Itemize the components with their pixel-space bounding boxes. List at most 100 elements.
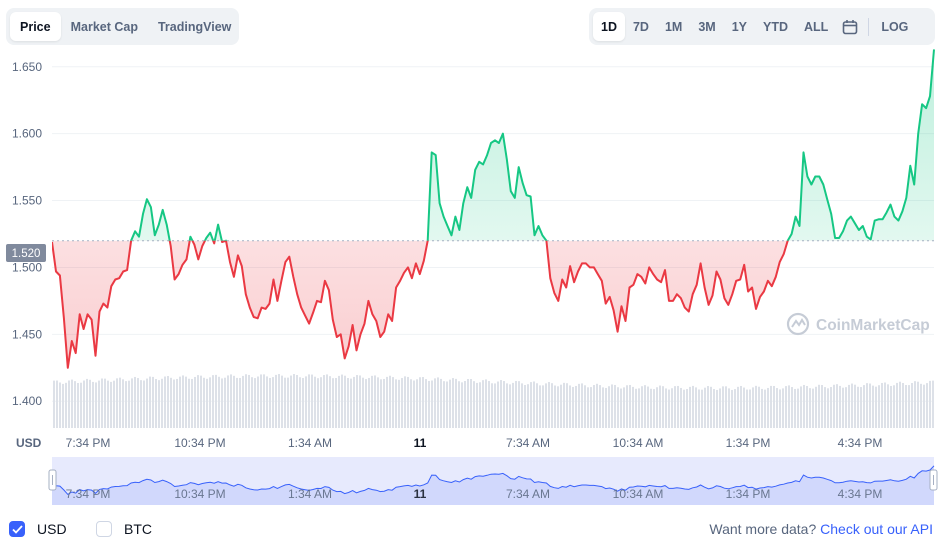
- volume-bars: [53, 374, 934, 428]
- navigator-tick-label: 1:34 AM: [288, 487, 332, 501]
- volume-bar: [893, 385, 895, 428]
- api-promo-text: Want more data?: [709, 521, 817, 537]
- volume-bar: [584, 385, 586, 428]
- volume-bar: [725, 386, 727, 428]
- watermark-text: CoinMarketCap: [816, 317, 930, 334]
- volume-bar: [386, 376, 388, 428]
- volume-bar: [380, 379, 382, 428]
- volume-bar: [107, 380, 109, 428]
- log-toggle[interactable]: LOG: [881, 19, 909, 34]
- range-1y[interactable]: 1Y: [731, 19, 748, 34]
- volume-bar: [665, 388, 667, 428]
- usd-checkbox-box[interactable]: [9, 521, 25, 537]
- volume-bar: [797, 388, 799, 428]
- x-tick-label: 4:34 PM: [838, 436, 883, 450]
- volume-bar: [110, 381, 112, 428]
- volume-bar: [362, 377, 364, 428]
- volume-bar: [749, 389, 751, 428]
- btc-checkbox-box[interactable]: [96, 521, 112, 537]
- volume-bar: [200, 375, 202, 428]
- volume-bar: [77, 383, 79, 428]
- volume-bar: [101, 378, 103, 428]
- volume-bar: [275, 374, 277, 428]
- btc-checkbox[interactable]: BTC: [96, 521, 152, 537]
- volume-bar: [740, 385, 742, 428]
- volume-bar: [830, 387, 832, 428]
- volume-bar: [716, 389, 718, 428]
- range-3m[interactable]: 3M: [698, 19, 716, 34]
- volume-bar: [536, 383, 538, 428]
- volume-bar: [206, 378, 208, 428]
- volume-bar: [155, 379, 157, 428]
- volume-bar: [731, 389, 733, 428]
- navigator-tick-label: 7:34 AM: [506, 487, 550, 501]
- volume-bar: [659, 385, 661, 428]
- range-1m[interactable]: 1M: [664, 19, 683, 34]
- volume-bar: [467, 379, 469, 428]
- volume-bar: [773, 385, 775, 428]
- tab-tradingview[interactable]: TradingView: [157, 19, 232, 34]
- volume-bar: [56, 380, 58, 428]
- volume-bar: [377, 377, 379, 428]
- volume-bar: [890, 385, 892, 428]
- volume-bar: [680, 387, 682, 428]
- price-chart[interactable]: 1.650 1.600 1.550 1.500 1.450 1.400 1.520 Coi…: [0, 0, 941, 512]
- volume-bar: [761, 388, 763, 428]
- volume-bar: [623, 387, 625, 428]
- volume-bar: [587, 387, 589, 428]
- api-link[interactable]: Check out our API: [820, 521, 933, 537]
- volume-bar: [677, 385, 679, 428]
- volume-bar: [545, 383, 547, 428]
- range-7d[interactable]: 7D: [632, 19, 649, 34]
- calendar-button[interactable]: [836, 12, 864, 41]
- volume-bar: [344, 375, 346, 428]
- volume-bar: [629, 384, 631, 428]
- volume-bar: [230, 374, 232, 428]
- navigator-tick-label: 1:34 PM: [726, 487, 771, 501]
- range-navigator[interactable]: 7:34 PM 10:34 PM 1:34 AM 11 7:34 AM 10:34 AM 1…: [48, 457, 938, 505]
- volume-bar: [842, 387, 844, 428]
- volume-bar: [899, 381, 901, 428]
- volume-bar: [323, 375, 325, 428]
- volume-bar: [569, 385, 571, 428]
- range-all[interactable]: ALL: [804, 19, 829, 34]
- volume-bar: [251, 377, 253, 428]
- volume-bar: [431, 380, 433, 428]
- volume-bar: [827, 388, 829, 428]
- volume-bar: [308, 374, 310, 428]
- x-tick-label: 7:34 PM: [66, 436, 111, 450]
- navigator-tick-label: 11: [414, 487, 427, 501]
- volume-bar: [692, 385, 694, 428]
- volume-bar: [503, 381, 505, 428]
- volume-bar: [122, 379, 124, 428]
- volume-bar: [248, 374, 250, 428]
- volume-bar: [878, 385, 880, 428]
- volume-bar: [299, 377, 301, 428]
- range-1d[interactable]: 1D: [593, 12, 625, 41]
- volume-bar: [755, 385, 757, 428]
- volume-bar: [320, 377, 322, 428]
- volume-bar: [788, 385, 790, 428]
- volume-bar: [875, 386, 877, 428]
- volume-bar: [434, 378, 436, 428]
- volume-bar: [707, 386, 709, 428]
- volume-bar: [59, 382, 61, 428]
- volume-bar: [578, 383, 580, 428]
- volume-bar: [365, 379, 367, 428]
- volume-bar: [413, 380, 415, 428]
- volume-bar: [353, 376, 355, 428]
- usd-checkbox[interactable]: USD: [9, 521, 67, 537]
- volume-bar: [458, 381, 460, 428]
- volume-bar: [338, 375, 340, 428]
- volume-bar: [161, 378, 163, 428]
- volume-bar: [497, 381, 499, 428]
- volume-bar: [305, 376, 307, 428]
- volume-bar: [662, 386, 664, 428]
- tab-market-cap[interactable]: Market Cap: [70, 19, 138, 34]
- volume-bar: [425, 379, 427, 428]
- volume-bar: [581, 383, 583, 428]
- volume-bar: [734, 389, 736, 428]
- range-ytd[interactable]: YTD: [763, 19, 789, 34]
- tab-price[interactable]: Price: [10, 12, 61, 41]
- y-tick-label: 1.650: [12, 60, 42, 74]
